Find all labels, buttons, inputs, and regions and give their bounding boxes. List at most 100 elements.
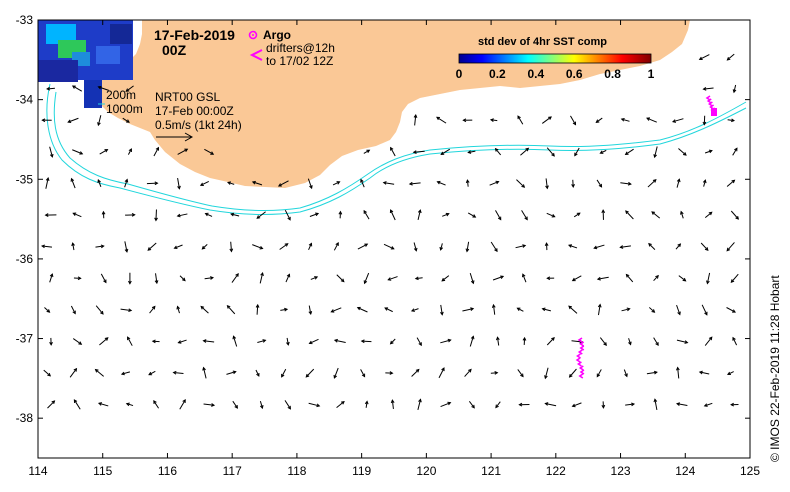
current-vector: [149, 305, 156, 314]
current-vector: [199, 181, 209, 186]
product-name: NRT00 GSL: [155, 90, 221, 104]
current-vector: [546, 337, 555, 346]
current-vector: [596, 179, 603, 188]
x-tick-label: 114: [28, 464, 47, 478]
current-vector: [382, 181, 395, 185]
current-vector: [544, 367, 549, 380]
current-vector: [620, 181, 632, 186]
current-vector: [281, 368, 287, 378]
current-vector: [336, 400, 345, 408]
current-vector: [651, 211, 661, 219]
current-vector: [518, 402, 530, 407]
current-vector: [72, 338, 83, 345]
current-vector: [624, 148, 634, 156]
current-vector: [492, 275, 505, 281]
current-vector: [44, 213, 57, 217]
colorbar-gradient: [458, 53, 652, 64]
drifter-position: [575, 357, 581, 363]
y-tick-label: -33: [16, 13, 34, 27]
current-vector: [120, 371, 131, 376]
x-tick-label: 118: [287, 464, 306, 478]
current-vector: [252, 244, 264, 250]
current-vector: [95, 305, 104, 315]
current-vector: [70, 177, 76, 189]
current-vector: [440, 338, 452, 344]
colorbar-tick-label: 0: [456, 67, 463, 81]
current-vector: [284, 209, 291, 221]
current-vector: [571, 275, 582, 282]
current-vector: [95, 244, 105, 249]
current-vector: [495, 401, 501, 409]
current-vector: [179, 399, 186, 410]
current-vectors: [41, 53, 740, 411]
current-vector: [676, 304, 681, 316]
current-vector: [732, 147, 738, 156]
current-vector: [173, 244, 183, 250]
current-vector: [124, 241, 129, 253]
current-vector: [620, 117, 630, 122]
current-vector: [153, 146, 159, 157]
current-vector: [491, 303, 496, 315]
product-time: 17-Feb 00:00Z: [155, 104, 234, 118]
current-vector: [177, 148, 189, 155]
current-vector: [625, 402, 636, 407]
current-vector: [49, 337, 53, 346]
current-vector: [226, 370, 237, 375]
current-vector: [226, 304, 236, 315]
current-vector: [653, 274, 659, 282]
drifters-label: drifters@12h: [266, 41, 335, 55]
current-vector: [257, 339, 267, 343]
current-vector: [646, 117, 657, 123]
current-vector: [100, 273, 107, 284]
current-vector: [147, 242, 157, 251]
current-vector: [310, 276, 319, 280]
current-vector: [177, 177, 181, 190]
current-vector: [125, 85, 134, 92]
current-vector: [702, 115, 707, 126]
current-vector: [678, 148, 687, 156]
current-vector: [541, 116, 552, 124]
current-vector: [330, 307, 342, 313]
current-vector: [71, 85, 83, 92]
isobath-1000m-label: 1000m: [106, 102, 143, 116]
argo-label: Argo: [263, 28, 291, 42]
current-vector: [680, 210, 684, 219]
current-vector: [153, 400, 160, 409]
current-vector: [469, 335, 475, 347]
current-vector: [305, 368, 315, 378]
current-vector: [726, 307, 736, 313]
x-tick-label: 120: [416, 464, 436, 478]
current-vector: [251, 180, 263, 186]
current-vector: [544, 242, 549, 251]
current-vector: [255, 369, 260, 377]
current-vector: [176, 305, 181, 314]
current-vector: [489, 180, 500, 186]
current-vector: [414, 276, 423, 281]
current-vector: [202, 366, 207, 379]
current-vector: [94, 368, 104, 377]
current-vector: [364, 400, 369, 408]
current-vector: [596, 276, 609, 281]
current-vector: [541, 307, 552, 312]
x-tick-label: 115: [93, 464, 112, 478]
current-vector: [647, 179, 657, 188]
current-vector: [333, 367, 339, 379]
current-vector: [363, 209, 370, 220]
current-vector: [336, 274, 345, 283]
drifter-position: [576, 353, 581, 359]
current-vector: [154, 273, 159, 285]
current-vector: [597, 303, 602, 316]
current-vector: [726, 179, 736, 187]
current-vector: [517, 115, 524, 125]
current-vector: [232, 400, 238, 409]
current-vector: [621, 307, 631, 312]
current-vector: [333, 338, 346, 344]
current-vector: [648, 242, 656, 250]
current-vector: [698, 54, 710, 61]
current-vector: [464, 368, 472, 377]
current-vector: [231, 273, 239, 283]
current-vector: [73, 276, 82, 281]
colorbar-tick-label: 0.6: [566, 67, 583, 81]
current-vector: [389, 338, 396, 345]
